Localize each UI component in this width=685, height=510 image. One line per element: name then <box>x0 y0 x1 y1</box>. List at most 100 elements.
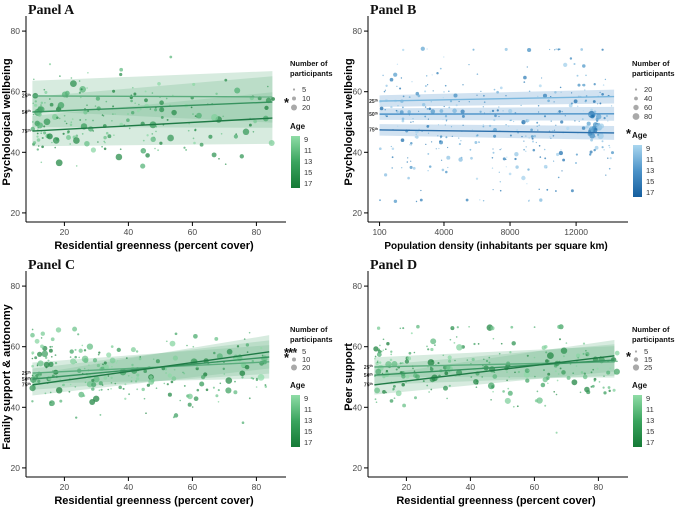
data-point <box>167 134 174 142</box>
data-point <box>533 356 536 359</box>
data-point <box>550 120 552 122</box>
data-point <box>523 81 526 83</box>
data-point <box>59 378 62 381</box>
data-point <box>79 85 87 93</box>
data-point <box>160 115 164 119</box>
data-point <box>490 326 495 331</box>
data-point <box>410 121 412 123</box>
data-point <box>190 106 193 109</box>
data-point <box>562 355 565 358</box>
data-point <box>449 100 453 103</box>
data-point <box>264 385 268 388</box>
data-point <box>597 122 601 126</box>
data-point <box>248 397 251 400</box>
data-point <box>271 97 275 101</box>
data-point <box>509 351 512 354</box>
data-point <box>545 351 548 354</box>
ci-band <box>374 346 615 378</box>
data-point <box>37 145 40 147</box>
data-point <box>36 138 41 142</box>
data-point <box>559 338 561 341</box>
data-point <box>448 106 451 109</box>
data-point <box>591 384 595 388</box>
data-point <box>514 371 516 374</box>
data-point <box>391 361 398 367</box>
data-point <box>537 95 539 97</box>
data-point <box>572 372 575 375</box>
data-point <box>488 124 492 128</box>
quantile-line-label: 50th <box>369 111 378 118</box>
data-point <box>500 342 503 345</box>
quantile-line-label: 25th <box>364 364 373 371</box>
data-point <box>608 389 611 393</box>
data-point <box>166 118 169 121</box>
legend-size-label: 20 <box>302 103 310 112</box>
data-point <box>130 347 136 353</box>
legend-size-dot <box>634 96 638 101</box>
data-point <box>91 382 97 388</box>
data-point <box>614 350 620 356</box>
data-point <box>112 105 115 108</box>
data-point <box>488 327 491 329</box>
data-point <box>49 134 51 137</box>
data-point <box>603 149 605 151</box>
data-point <box>582 110 585 112</box>
y-tick-label: 80 <box>11 26 21 36</box>
data-point <box>56 116 59 119</box>
data-point <box>97 353 100 356</box>
data-point <box>87 110 90 113</box>
data-point <box>415 91 420 96</box>
data-point <box>130 99 133 103</box>
data-point <box>33 78 35 81</box>
data-point <box>399 110 404 115</box>
plot-area <box>373 324 620 434</box>
data-point <box>41 350 49 358</box>
data-point <box>118 385 122 390</box>
data-point <box>67 130 70 133</box>
data-point <box>458 143 461 146</box>
data-point <box>546 382 549 385</box>
data-point <box>200 374 206 380</box>
data-point <box>596 103 599 105</box>
data-point <box>54 354 57 356</box>
data-point <box>375 368 382 375</box>
data-point <box>163 382 166 385</box>
data-point <box>435 148 437 150</box>
data-point <box>452 108 457 114</box>
data-point <box>144 90 147 93</box>
data-point <box>114 113 116 115</box>
legend-size-title: participants <box>290 335 333 344</box>
data-point <box>40 132 42 134</box>
data-point <box>71 118 74 120</box>
data-point <box>424 85 427 87</box>
data-point <box>430 347 434 352</box>
data-point <box>547 352 554 359</box>
data-point <box>54 361 58 365</box>
data-point <box>514 157 517 161</box>
data-point <box>187 402 192 407</box>
data-point <box>599 102 602 105</box>
legend-age-label: 11 <box>646 155 654 164</box>
data-point <box>428 391 430 393</box>
data-point <box>87 364 90 367</box>
data-point <box>127 113 129 115</box>
data-point <box>374 355 377 358</box>
data-point <box>379 199 381 202</box>
data-point <box>566 375 571 380</box>
data-point <box>159 141 163 145</box>
legend-age-label: 13 <box>304 416 312 425</box>
data-point <box>171 376 177 381</box>
data-point <box>608 144 610 147</box>
data-point <box>550 137 552 139</box>
data-point <box>564 115 566 117</box>
data-point <box>70 80 77 87</box>
quantile-line-label: 75th <box>364 382 373 389</box>
legend-size-label: 5 <box>302 347 306 356</box>
data-point <box>93 376 100 383</box>
legend-size-label: 10 <box>302 94 310 103</box>
data-point <box>44 392 47 395</box>
legend-size-dot <box>633 104 639 111</box>
data-point <box>69 383 72 386</box>
data-point <box>395 368 398 371</box>
